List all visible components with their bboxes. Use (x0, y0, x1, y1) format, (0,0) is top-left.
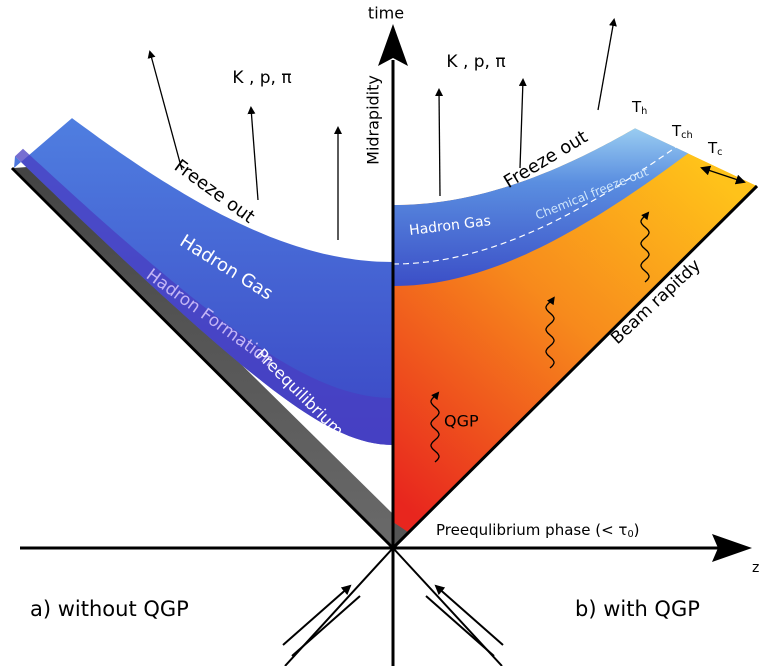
t-c: Tc (707, 139, 723, 159)
z-axis-arrow (712, 534, 752, 562)
particles-right: K , p, π (446, 52, 505, 72)
midrapidity-label: Midrapidity (364, 75, 383, 165)
time-axis-arrow (378, 24, 408, 66)
diagram: time Midrapidity z K , p, π Freeze out H… (0, 0, 761, 666)
z-label: z (752, 560, 759, 576)
t-h-subscript: h (641, 106, 647, 117)
qgp-label: QGP (444, 412, 479, 431)
t-ch-subscript: ch (681, 130, 693, 141)
t-h: Th (631, 98, 647, 118)
preequilibrium-right: Preequlibrium phase (< τ0) (436, 521, 640, 541)
caption-left: a) without QGP (30, 597, 189, 621)
preequilibrium-text: Preequlibrium phase (< τ (436, 521, 627, 539)
t-c-subscript: c (717, 147, 722, 158)
t-ch: Tch (671, 122, 693, 142)
preequilibrium-close: ) (634, 521, 640, 539)
caption-right: b) with QGP (575, 597, 700, 621)
time-label: time (368, 4, 404, 23)
qgp-side (393, 6, 761, 548)
particles-left: K , p, π (232, 68, 291, 88)
